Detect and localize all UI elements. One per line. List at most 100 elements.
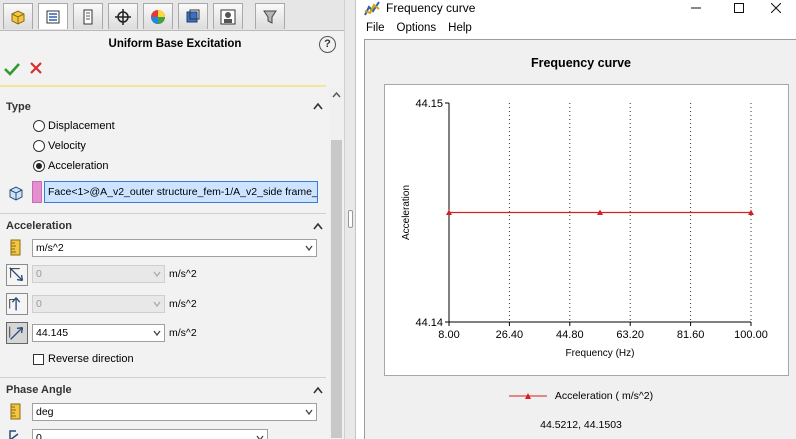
axis-direction-icon xyxy=(9,297,21,311)
chevron-down-icon xyxy=(153,301,161,307)
tab-hole-wizard[interactable] xyxy=(213,3,243,29)
y-tick-label: 44.14 xyxy=(415,317,443,329)
window-titlebar[interactable]: Frequency curve xyxy=(356,0,796,18)
legend-series-label: Acceleration ( m/s^2) xyxy=(554,390,654,402)
x-tick-label: 26.40 xyxy=(496,329,524,341)
direction-3-button[interactable] xyxy=(6,322,28,344)
x-axis-label: Frequency (Hz) xyxy=(566,348,635,359)
phase-units-select[interactable]: deg xyxy=(32,403,317,421)
tab-appearance[interactable] xyxy=(255,3,285,29)
reverse-direction-checkbox[interactable]: Reverse direction xyxy=(33,353,134,365)
acceleration-section-header[interactable]: Acceleration xyxy=(6,220,73,232)
collapse-chevron-icon[interactable] xyxy=(313,222,323,230)
direction-2-button[interactable] xyxy=(6,293,28,315)
minimize-icon xyxy=(691,7,701,9)
tab-dimxpert-manager[interactable] xyxy=(108,3,138,29)
scrollbar-thumb[interactable] xyxy=(331,140,342,438)
chevron-down-icon xyxy=(305,409,313,415)
minimize-button[interactable] xyxy=(676,0,716,16)
graph-app-icon xyxy=(364,1,380,16)
chevron-down-icon xyxy=(153,330,161,336)
acceleration-units-select[interactable]: m/s^2 xyxy=(32,239,317,257)
crosshair-icon xyxy=(115,8,131,25)
direction-1-unit: m/s^2 xyxy=(169,268,197,280)
units-ruler-icon xyxy=(10,239,21,256)
direction-1-value: 0 xyxy=(32,265,165,283)
direction-3-unit: m/s^2 xyxy=(169,327,197,339)
tab-simulation[interactable] xyxy=(178,3,208,29)
divider xyxy=(0,377,326,378)
phase-angle-icon xyxy=(9,430,19,439)
tab-display-manager[interactable] xyxy=(143,3,173,29)
chart-client-area: Frequency curve 8.00 26.40 44.80 63.20 81.60… xyxy=(364,39,796,439)
motion-icon xyxy=(220,9,236,24)
splitter-grip[interactable] xyxy=(348,210,353,228)
menu-help[interactable]: Help xyxy=(448,22,472,34)
filter-icon xyxy=(263,10,277,24)
window-title: Frequency curve xyxy=(386,1,476,15)
selection-color-tag xyxy=(32,181,42,203)
x-tick-label: 8.00 xyxy=(438,329,459,341)
chart-canvas[interactable]: 8.00 26.40 44.80 63.20 81.60 100.00 44.15 44.14… xyxy=(385,85,790,377)
chart-title: Frequency curve xyxy=(530,56,632,70)
cancel-x-icon[interactable] xyxy=(29,61,43,75)
chevron-down-icon xyxy=(256,435,264,439)
radio-velocity[interactable]: Velocity xyxy=(33,140,86,152)
x-tick-label: 81.60 xyxy=(677,329,705,341)
list-icon xyxy=(46,10,60,23)
divider xyxy=(0,85,326,87)
units-ruler-icon xyxy=(10,403,21,420)
pane-splitter[interactable] xyxy=(344,0,356,439)
axis-direction-icon xyxy=(9,267,24,282)
axis-direction-icon xyxy=(9,326,24,340)
maximize-icon xyxy=(734,3,744,13)
direction-2-value: 0 xyxy=(32,295,165,313)
divider xyxy=(0,213,326,214)
x-tick-label: 44.80 xyxy=(556,329,584,341)
plot-panel: 8.00 26.40 44.80 63.20 81.60 100.00 44.15 44.14… xyxy=(384,84,789,376)
panel-scrollbar[interactable] xyxy=(329,88,344,439)
maximize-button[interactable] xyxy=(719,0,759,16)
data-point xyxy=(597,209,603,215)
collapse-chevron-icon[interactable] xyxy=(313,386,323,394)
menu-bar: File Options Help xyxy=(356,21,796,39)
data-point xyxy=(446,209,452,215)
direction-1-button[interactable] xyxy=(6,264,28,286)
direction-3-value[interactable]: 44.145 xyxy=(32,324,165,342)
frequency-curve-window: Frequency curve File Options Help Freque… xyxy=(356,0,796,439)
tab-configuration-manager[interactable] xyxy=(73,3,103,29)
manager-tabs xyxy=(0,0,344,31)
close-button[interactable] xyxy=(756,0,796,16)
face-selection-list[interactable]: Face<1>@A_v2_outer structure_fem-1/A_v2_… xyxy=(44,181,318,203)
collapse-chevron-icon[interactable] xyxy=(313,102,323,110)
cursor-readout: 44.5212, 44.1503 xyxy=(540,419,622,431)
ok-check-icon[interactable] xyxy=(4,61,20,77)
face-selection-icon xyxy=(9,186,23,201)
legend-series-marker xyxy=(508,393,547,399)
radio-displacement[interactable]: Displacement xyxy=(33,120,115,132)
direction-2-unit: m/s^2 xyxy=(169,298,197,310)
page-title: Uniform Base Excitation xyxy=(108,38,242,50)
tab-property-manager[interactable] xyxy=(3,3,33,29)
chevron-down-icon xyxy=(153,271,161,277)
x-tick-label: 63.20 xyxy=(616,329,644,341)
tab-feature-manager[interactable] xyxy=(38,3,68,29)
menu-file[interactable]: File xyxy=(366,22,385,34)
data-point xyxy=(748,209,754,215)
chart-legend: Acceleration ( m/s^2) xyxy=(365,390,796,402)
chevron-down-icon xyxy=(305,245,313,251)
property-manager-panel: Uniform Base Excitation ? Type Displacem… xyxy=(0,0,344,439)
type-section-header[interactable]: Type xyxy=(6,101,31,113)
phase-angle-value[interactable]: 0 xyxy=(32,429,268,439)
phase-angle-section-header[interactable]: Phase Angle xyxy=(6,384,72,396)
y-tick-label: 44.15 xyxy=(415,98,443,110)
help-button[interactable]: ? xyxy=(319,36,336,53)
menu-options[interactable]: Options xyxy=(396,22,437,34)
scroll-up-icon[interactable] xyxy=(332,92,341,98)
y-axis-label: Acceleration xyxy=(401,185,412,240)
x-tick-label: 100.00 xyxy=(734,329,768,341)
part-icon xyxy=(11,9,25,25)
close-icon xyxy=(771,3,781,13)
radio-acceleration[interactable]: Acceleration xyxy=(33,160,109,172)
appearance-icon xyxy=(151,9,165,24)
